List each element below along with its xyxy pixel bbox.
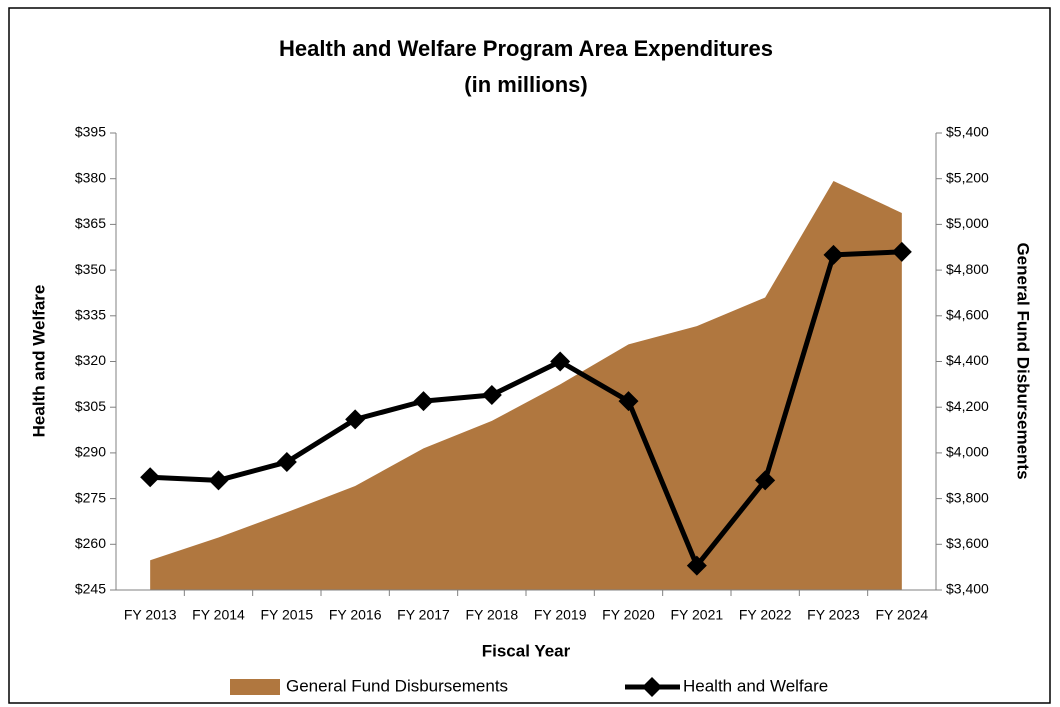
y2-tick-label: $5,200 [946, 169, 989, 185]
x-tick-label: FY 2018 [465, 607, 518, 623]
y2-tick-label: $4,600 [946, 307, 989, 323]
y-tick-label: $290 [75, 444, 106, 460]
x-tick-label: FY 2016 [329, 607, 382, 623]
x-tick-label: FY 2020 [602, 607, 655, 623]
x-tick-label: FY 2021 [670, 607, 723, 623]
area [150, 180, 902, 591]
y-tick-label: $275 [75, 489, 106, 505]
marker [823, 244, 844, 265]
y-tick-label: $320 [75, 352, 106, 368]
y-tick-label: $335 [75, 307, 106, 323]
x-tick-label: FY 2015 [260, 607, 313, 623]
y2-tick-label: $4,400 [946, 352, 989, 368]
y-tick-label: $260 [75, 535, 106, 551]
marker [618, 391, 639, 412]
marker [140, 467, 161, 488]
y-tick-label: $380 [75, 169, 106, 185]
y-tick-label: $305 [75, 398, 106, 414]
y-tick-label: $395 [75, 124, 106, 140]
y2-tick-label: $3,400 [946, 581, 989, 597]
marker [755, 470, 776, 491]
y2-tick-label: $3,800 [946, 489, 989, 505]
y2-tick-label: $3,600 [946, 535, 989, 551]
legend-marker [642, 677, 662, 697]
y2-tick-label: $5,000 [946, 215, 989, 231]
marker [550, 351, 571, 372]
legend-label: Health and Welfare [683, 676, 828, 695]
legend-swatch [230, 679, 280, 695]
y2-tick-label: $4,800 [946, 261, 989, 277]
x-axis-title: Fiscal Year [482, 641, 571, 660]
chart-subtitle: (in millions) [464, 72, 587, 97]
y-tick-label: $245 [75, 581, 106, 597]
marker [208, 470, 229, 491]
y-axis-title: Health and Welfare [29, 285, 48, 438]
y2-tick-label: $5,400 [946, 124, 989, 140]
marker [276, 452, 297, 473]
marker [481, 385, 502, 406]
marker [891, 241, 912, 262]
marker [686, 555, 707, 576]
x-tick-label: FY 2017 [397, 607, 450, 623]
x-tick-label: FY 2014 [192, 607, 245, 623]
y2-axis-title: General Fund Disbursements [1014, 242, 1033, 479]
marker [345, 409, 366, 430]
line [150, 249, 902, 569]
legend-label: General Fund Disbursements [286, 676, 508, 695]
y2-tick-label: $4,000 [946, 444, 989, 460]
marker [413, 391, 434, 412]
y-tick-label: $365 [75, 215, 106, 231]
chart-title: Health and Welfare Program Area Expendit… [279, 36, 773, 61]
x-tick-label: FY 2024 [875, 607, 928, 623]
x-tick-label: FY 2023 [807, 607, 860, 623]
y-tick-label: $350 [75, 261, 106, 277]
x-tick-label: FY 2019 [534, 607, 587, 623]
y2-tick-label: $4,200 [946, 398, 989, 414]
x-tick-label: FY 2013 [124, 607, 177, 623]
x-tick-label: FY 2022 [739, 607, 792, 623]
